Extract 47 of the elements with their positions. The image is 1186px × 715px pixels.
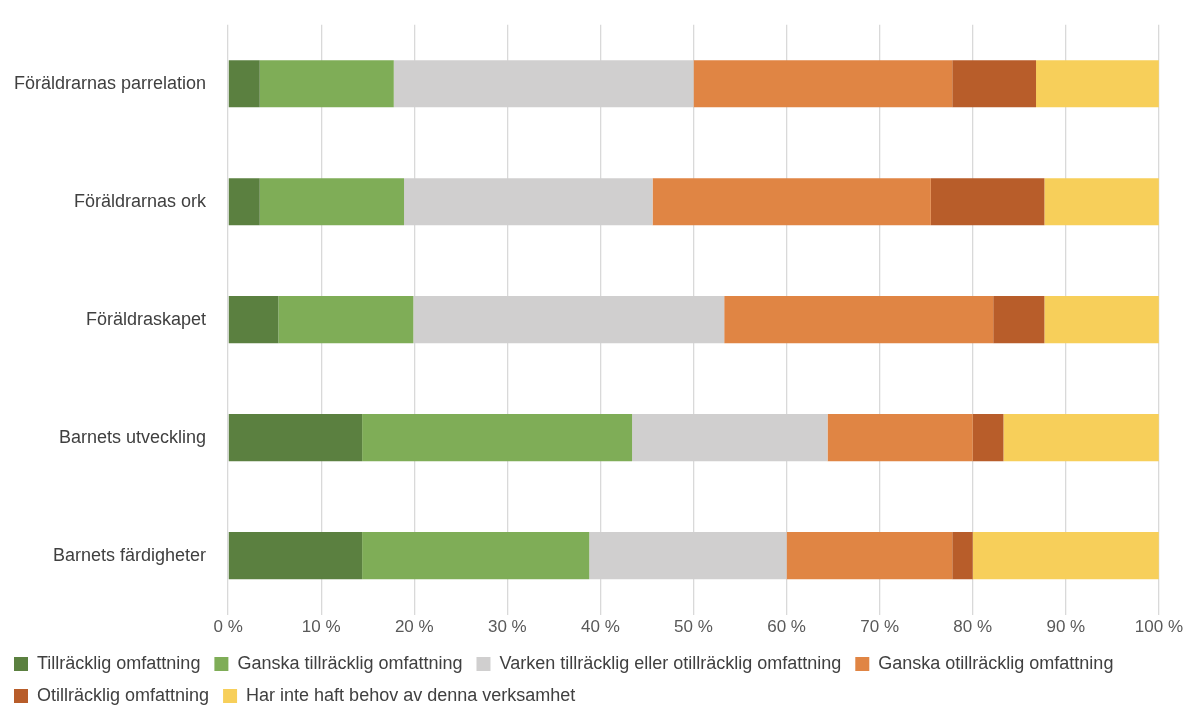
- bar: [259, 60, 394, 108]
- x-tick-label: 90 %: [1046, 617, 1086, 637]
- bar: [362, 414, 633, 462]
- bar: [228, 296, 279, 344]
- bar: [1044, 296, 1159, 344]
- bar: [362, 532, 590, 580]
- bar: [786, 532, 953, 580]
- x-tick-label: 100 %: [1134, 617, 1183, 637]
- x-tick-label: 20 %: [394, 617, 434, 637]
- bar: [228, 60, 260, 108]
- legend-label: Otillräcklig omfattning: [37, 684, 210, 705]
- bar: [228, 178, 260, 226]
- legend-label: Ganska otillräcklig omfattning: [878, 652, 1114, 673]
- bar: [1003, 414, 1159, 462]
- bar: [952, 60, 1037, 108]
- legend-label: Varken tillräcklig eller otillräcklig omfattning: [499, 652, 842, 673]
- bar: [259, 178, 405, 226]
- x-tick-label: 80 %: [953, 617, 993, 637]
- bar: [827, 414, 973, 462]
- bar: [1044, 178, 1159, 226]
- legend-label: Har inte haft behov av denna verksamhet: [246, 684, 576, 705]
- legend-label: Ganska tillräcklig omfattning: [237, 652, 463, 673]
- bar: [1036, 60, 1159, 108]
- bar: [993, 296, 1045, 344]
- bar: [930, 178, 1045, 226]
- x-tick-label: 10 %: [301, 617, 341, 637]
- bar: [652, 178, 931, 226]
- bar: [693, 60, 953, 108]
- x-tick-label: 40 %: [581, 617, 620, 637]
- bar: [972, 532, 1159, 580]
- y-tick-label: Föräldraskapet: [86, 308, 207, 329]
- x-tick-label: 70 %: [860, 617, 900, 637]
- x-tick-label: 60 %: [767, 617, 806, 637]
- bar: [972, 414, 1004, 462]
- y-tick-label: Föräldrarnas parrelation: [14, 72, 207, 93]
- x-tick-label: 0 %: [213, 617, 243, 637]
- bar: [228, 532, 363, 580]
- y-tick-label: Barnets färdigheter: [53, 544, 207, 565]
- bar: [278, 296, 414, 344]
- x-tick-label: 50 %: [674, 617, 713, 637]
- y-tick-label: Föräldrarnas ork: [74, 190, 208, 211]
- legend-label: Tillräcklig omfattning: [37, 652, 201, 673]
- bar: [952, 532, 973, 580]
- bar: [724, 296, 994, 344]
- x-tick-label: 30 %: [487, 617, 527, 637]
- y-tick-label: Barnets utveckling: [59, 426, 207, 447]
- bar: [228, 414, 363, 462]
